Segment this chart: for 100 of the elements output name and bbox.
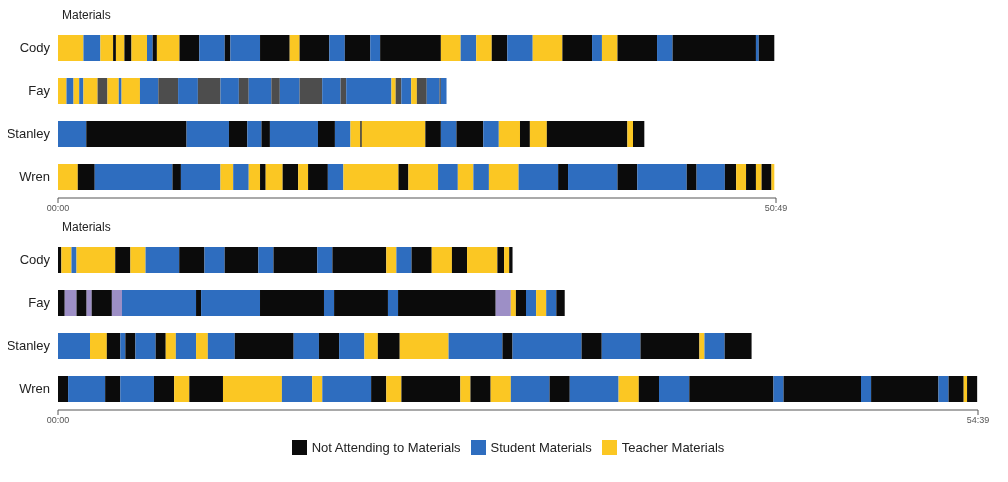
bar: [518, 164, 559, 190]
bar: [364, 333, 378, 359]
bar: [456, 121, 484, 147]
x-tick-label: 00:00: [46, 203, 70, 214]
bar: [147, 35, 153, 61]
bar: [696, 164, 725, 190]
bar: [273, 247, 318, 273]
y-tick-label: Cody: [19, 252, 51, 268]
chart-title: Materials: [62, 8, 112, 24]
bar: [329, 35, 345, 61]
bar: [64, 290, 77, 316]
bar: [172, 164, 181, 190]
bar: [761, 164, 772, 190]
bar: [640, 333, 700, 359]
bar: [207, 333, 235, 359]
bar: [106, 333, 121, 359]
x-tick-label: 50:49: [764, 203, 788, 214]
bar: [152, 35, 157, 61]
bar: [386, 247, 397, 273]
bar: [228, 121, 248, 147]
bar: [327, 164, 344, 190]
bar: [637, 164, 687, 190]
bar: [627, 121, 634, 147]
x-tick-label: 54:39: [966, 415, 990, 426]
bar: [451, 247, 468, 273]
bar: [457, 164, 474, 190]
bar: [201, 290, 261, 316]
y-tick-label: Wren: [19, 169, 50, 185]
x-tick-label: 00:00: [46, 415, 70, 426]
bar: [426, 78, 440, 104]
bar: [967, 376, 978, 402]
bar: [89, 333, 107, 359]
y-tick-label: Stanley: [6, 126, 51, 142]
bar: [61, 247, 72, 273]
category-label: Teacher Materials: [621, 440, 725, 455]
bar: [179, 35, 200, 61]
category-label: Student Materials: [490, 440, 592, 455]
y-tick-label: Fay: [28, 295, 51, 311]
bar: [105, 376, 121, 402]
bar: [130, 247, 146, 273]
bar: [91, 290, 112, 316]
bar: [58, 376, 69, 402]
bar: [672, 35, 756, 61]
bar: [322, 78, 341, 104]
bar: [350, 121, 361, 147]
y-tick-label: Stanley: [6, 338, 51, 354]
bar: [438, 164, 458, 190]
category-label: Not Attending to Materials: [311, 440, 461, 455]
bar: [658, 376, 690, 402]
bar: [346, 78, 392, 104]
bar: [174, 376, 190, 402]
bar: [282, 164, 299, 190]
bar: [156, 35, 180, 61]
bar: [118, 78, 122, 104]
bar: [948, 376, 964, 402]
bar: [569, 376, 619, 402]
bar: [58, 290, 65, 316]
bar: [689, 376, 774, 402]
bar: [308, 164, 328, 190]
bar: [113, 35, 116, 61]
bar: [120, 333, 126, 359]
bar: [507, 35, 533, 61]
bar: [322, 376, 372, 402]
bar: [279, 78, 300, 104]
bar: [120, 376, 154, 402]
bar: [260, 164, 266, 190]
bar: [617, 35, 658, 61]
bar: [581, 333, 602, 359]
bar: [510, 290, 516, 316]
bar: [491, 35, 508, 61]
bar: [736, 164, 747, 190]
bar: [332, 247, 387, 273]
bar: [58, 78, 67, 104]
bar: [408, 164, 439, 190]
bar: [125, 333, 136, 359]
bar: [234, 333, 294, 359]
bar: [871, 376, 939, 402]
bar: [230, 35, 261, 61]
bar: [617, 164, 638, 190]
bar: [334, 290, 388, 316]
bar: [411, 247, 432, 273]
chart-title: Materials: [62, 220, 112, 236]
bar: [58, 164, 78, 190]
bar: [638, 376, 659, 402]
bar: [529, 121, 547, 147]
bar: [387, 290, 399, 316]
bar: [398, 290, 496, 316]
bar: [153, 376, 175, 402]
bar: [758, 35, 775, 61]
bar: [58, 35, 84, 61]
bar: [204, 247, 225, 273]
y-tick-label: Wren: [19, 381, 50, 397]
bar: [556, 290, 565, 316]
bar: [317, 247, 333, 273]
bar: [76, 290, 87, 316]
bar: [546, 290, 557, 316]
bar: [515, 290, 526, 316]
y-tick-label: Fay: [28, 83, 51, 99]
bar: [248, 78, 272, 104]
bar: [425, 121, 441, 147]
